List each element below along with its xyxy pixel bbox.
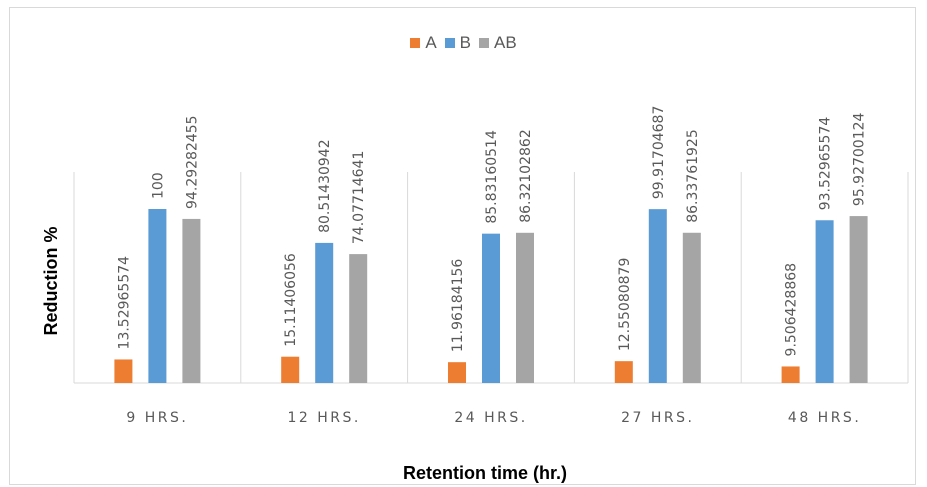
legend-item-a: A <box>410 33 437 53</box>
data-label: 11.96184156 <box>450 259 466 353</box>
x-tick-label: 9 HRS. <box>126 410 188 426</box>
bar-ab-5 <box>849 216 868 383</box>
legend-item-ab: AB <box>479 33 517 53</box>
legend-swatch <box>444 38 455 48</box>
bar-a-2 <box>281 356 300 383</box>
legend-label: AB <box>494 33 517 52</box>
legend-label: B <box>459 33 471 52</box>
x-tick-label: 12 HRS. <box>288 410 361 426</box>
data-label: 80.51430942 <box>317 139 333 233</box>
bar-ab-2 <box>349 254 368 383</box>
data-label: 15.11406056 <box>283 253 299 347</box>
bar-b-3 <box>482 233 500 383</box>
bar-ab-3 <box>516 232 534 383</box>
gridlines <box>73 172 909 384</box>
y-axis-title: Reduction % <box>41 226 61 335</box>
data-label: 86.33761925 <box>685 129 701 223</box>
data-labels: 13.52965574 100 94.29282455 15.11406056 80.5… <box>116 106 867 357</box>
data-label: 74.07714641 <box>351 151 367 245</box>
data-label: 13.52965574 <box>116 256 132 350</box>
bar-ab-4 <box>682 232 701 383</box>
data-label: 99.91704687 <box>651 106 667 200</box>
x-tick-label: 27 HRS. <box>621 410 694 426</box>
x-tick-labels: 9 HRS. 12 HRS. 24 HRS. 27 HRS. 48 HRS. <box>126 410 861 426</box>
legend-label: A <box>425 33 437 52</box>
legend-swatch <box>479 38 489 48</box>
bar-a-1 <box>114 359 133 383</box>
data-label: 100 <box>150 172 166 199</box>
x-tick-label: 48 HRS. <box>788 410 861 426</box>
legend-swatch <box>410 38 421 48</box>
data-label: 95.92700124 <box>852 112 868 206</box>
bar-a-5 <box>781 366 800 383</box>
data-label: 12.55080879 <box>617 258 633 352</box>
bar-a-3 <box>448 362 466 383</box>
bar-ab-1 <box>182 218 201 383</box>
bar-a-4 <box>614 361 633 383</box>
x-axis-title: Retention time (hr.) <box>403 463 567 483</box>
data-label: 94.29282455 <box>184 115 200 209</box>
legend: A B AB <box>0 33 927 53</box>
bar-b-1 <box>148 209 167 383</box>
bar-b-4 <box>648 209 667 383</box>
data-label: 85.83160514 <box>484 130 500 224</box>
data-label: 86.32102862 <box>518 129 534 223</box>
data-label: 93.52965574 <box>818 117 834 211</box>
legend-item-b: B <box>444 33 471 53</box>
bar-b-5 <box>815 220 834 383</box>
bars <box>114 209 868 383</box>
bar-b-2 <box>315 242 334 383</box>
x-tick-label: 24 HRS. <box>454 410 527 426</box>
data-label: 9.506428868 <box>784 263 800 357</box>
